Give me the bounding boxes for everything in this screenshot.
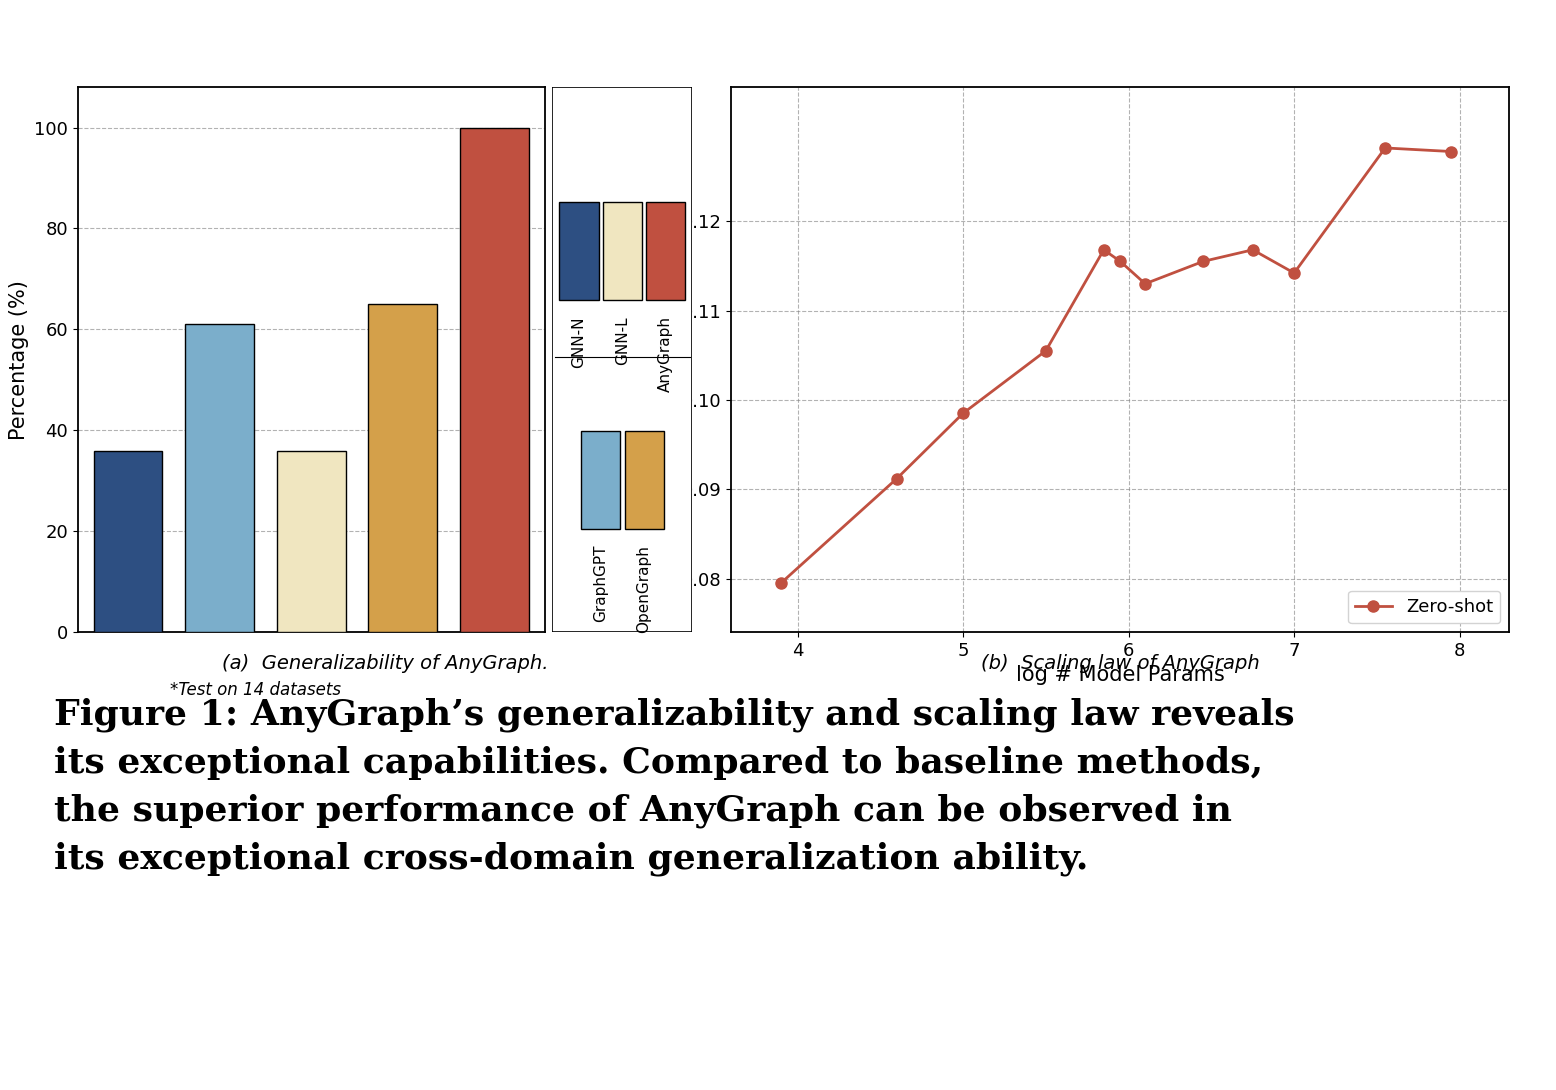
Bar [461, 128, 529, 632]
Text: OpenGraph: OpenGraph [636, 545, 652, 633]
Text: AnyGraph: AnyGraph [658, 316, 674, 392]
Bar [93, 450, 162, 632]
X-axis label: log # Model Params: log # Model Params [1016, 666, 1225, 686]
Legend: Zero-shot: Zero-shot [1347, 591, 1500, 623]
Bar [559, 202, 599, 300]
Bar [185, 325, 254, 632]
Bar [646, 202, 685, 300]
Text: *Test on 14 datasets: *Test on 14 datasets [170, 681, 341, 700]
Y-axis label: NDCG@20: NDCG@20 [657, 305, 677, 414]
Text: GNN-N: GNN-N [571, 316, 587, 367]
Text: Figure 1: AnyGraph’s generalizability and scaling law reveals
its exceptional ca: Figure 1: AnyGraph’s generalizability an… [54, 698, 1295, 875]
Bar [277, 450, 345, 632]
Text: (b)  Scaling law of AnyGraph: (b) Scaling law of AnyGraph [980, 654, 1260, 673]
Text: GraphGPT: GraphGPT [593, 545, 608, 622]
Bar [602, 202, 643, 300]
Bar [580, 431, 621, 529]
Text: GNN-L: GNN-L [615, 316, 630, 365]
Y-axis label: Percentage (%): Percentage (%) [9, 280, 28, 439]
Bar [624, 431, 664, 529]
Text: (a)  Generalizability of AnyGraph.: (a) Generalizability of AnyGraph. [223, 654, 548, 673]
Bar [369, 304, 437, 632]
